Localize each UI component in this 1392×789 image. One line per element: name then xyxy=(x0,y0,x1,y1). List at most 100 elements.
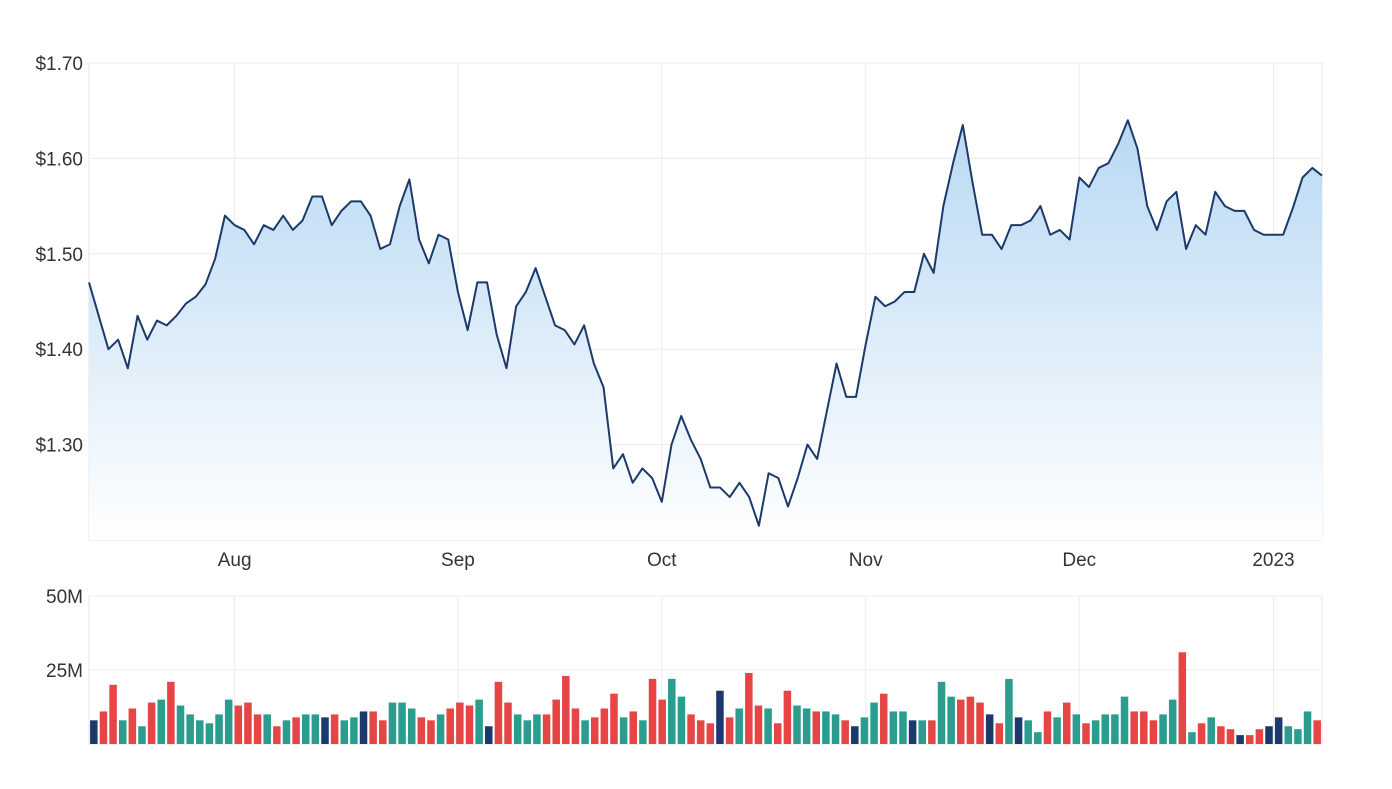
volume-bar xyxy=(1294,729,1302,744)
volume-bar xyxy=(562,675,570,744)
price-area-layer xyxy=(88,119,1323,541)
volume-bar xyxy=(157,699,165,744)
volume-bar xyxy=(1255,729,1264,744)
volume-bar xyxy=(475,699,483,744)
volume-bar xyxy=(629,711,638,744)
price-y-tick-label: $1.50 xyxy=(35,245,83,266)
volume-bar xyxy=(224,699,233,744)
volume-bar xyxy=(273,726,281,744)
volume-bar xyxy=(1313,720,1321,744)
volume-bar xyxy=(1140,711,1148,744)
volume-bar xyxy=(793,705,801,744)
date-x-tick-label: Dec xyxy=(1062,550,1096,571)
volume-bar xyxy=(928,720,936,744)
volume-bar xyxy=(1014,717,1023,744)
volume-bar xyxy=(234,705,243,744)
volume-bars xyxy=(90,652,1321,744)
volume-bar xyxy=(1062,702,1071,744)
price-line xyxy=(88,119,1323,527)
volume-bar xyxy=(330,714,339,744)
volume-bar xyxy=(398,702,406,744)
volume-bar xyxy=(379,720,387,744)
price-y-tick-label: $1.60 xyxy=(35,149,83,170)
volume-y-axis: 25M 50M xyxy=(46,587,83,682)
volume-bar xyxy=(1197,723,1206,744)
volume-bar xyxy=(109,684,117,744)
volume-bar xyxy=(292,717,300,744)
volume-bar xyxy=(1053,717,1061,744)
volume-bar xyxy=(253,714,262,744)
volume-bar xyxy=(1284,726,1293,744)
volume-bar xyxy=(764,708,772,744)
volume-bar xyxy=(1111,714,1119,744)
volume-bar xyxy=(687,714,695,744)
volume-bar xyxy=(879,693,888,744)
price-area-fill xyxy=(89,120,1322,541)
volume-bar xyxy=(427,720,435,744)
volume-bar xyxy=(937,681,946,744)
date-x-tick-label: Sep xyxy=(441,550,475,571)
volume-bar xyxy=(1159,714,1167,744)
volume-bar xyxy=(533,714,541,744)
volume-y-tick-label: 25M xyxy=(46,661,83,682)
volume-bar xyxy=(619,717,628,744)
volume-bar xyxy=(639,720,647,744)
volume-bar xyxy=(282,720,291,744)
volume-bar xyxy=(542,714,551,744)
volume-bar xyxy=(783,690,792,744)
volume-bar xyxy=(600,708,609,744)
volume-bar xyxy=(889,711,898,744)
volume-bar xyxy=(301,714,310,744)
volume-bar xyxy=(831,714,840,744)
date-x-tick-label: 2023 xyxy=(1252,550,1294,571)
price-y-tick-label: $1.30 xyxy=(35,436,83,457)
volume-bar xyxy=(244,702,252,744)
volume-bar xyxy=(677,696,686,744)
volume-bar xyxy=(147,702,156,744)
volume-bar xyxy=(1072,714,1081,744)
volume-bar xyxy=(417,717,426,744)
volume-bar xyxy=(860,717,869,744)
volume-bar xyxy=(1236,735,1244,744)
volume-y-tick-label: 50M xyxy=(46,587,83,608)
volume-bar xyxy=(263,714,271,744)
volume-bar xyxy=(590,717,599,744)
volume-bar xyxy=(388,702,397,744)
price-y-tick-label: $1.40 xyxy=(35,340,83,361)
volume-bar xyxy=(359,711,368,744)
volume-bar xyxy=(513,714,522,744)
volume-bar xyxy=(128,708,137,744)
volume-bar xyxy=(841,720,849,744)
volume-bar xyxy=(918,720,926,744)
volume-bar xyxy=(812,711,821,744)
price-y-tick-label: $1.70 xyxy=(35,54,83,75)
volume-bar xyxy=(99,711,108,744)
date-x-tick-label: Nov xyxy=(849,550,883,571)
volume-bar xyxy=(205,723,214,744)
volume-bar xyxy=(754,705,763,744)
volume-bar xyxy=(1005,678,1013,744)
volume-bar xyxy=(215,714,223,744)
volume-bar xyxy=(90,720,98,744)
volume-bar xyxy=(1043,711,1052,744)
volume-bar xyxy=(802,708,811,744)
volume-bar xyxy=(648,678,657,744)
volume-bar xyxy=(552,699,560,744)
volume-bar xyxy=(899,711,907,744)
volume-bar xyxy=(870,702,878,744)
volume-bar xyxy=(523,720,532,744)
volume-bar xyxy=(610,693,618,744)
volume-bar xyxy=(822,711,830,744)
volume-bar xyxy=(773,723,782,744)
volume-bar xyxy=(696,720,705,744)
volume-bar xyxy=(1274,717,1283,744)
volume-bar xyxy=(1207,717,1215,744)
volume-bar xyxy=(745,672,753,744)
volume-bar xyxy=(957,699,965,744)
volume-bar xyxy=(407,708,416,744)
volume-bar xyxy=(1024,720,1032,744)
volume-bar xyxy=(1226,729,1235,744)
volume-bar xyxy=(494,681,503,744)
